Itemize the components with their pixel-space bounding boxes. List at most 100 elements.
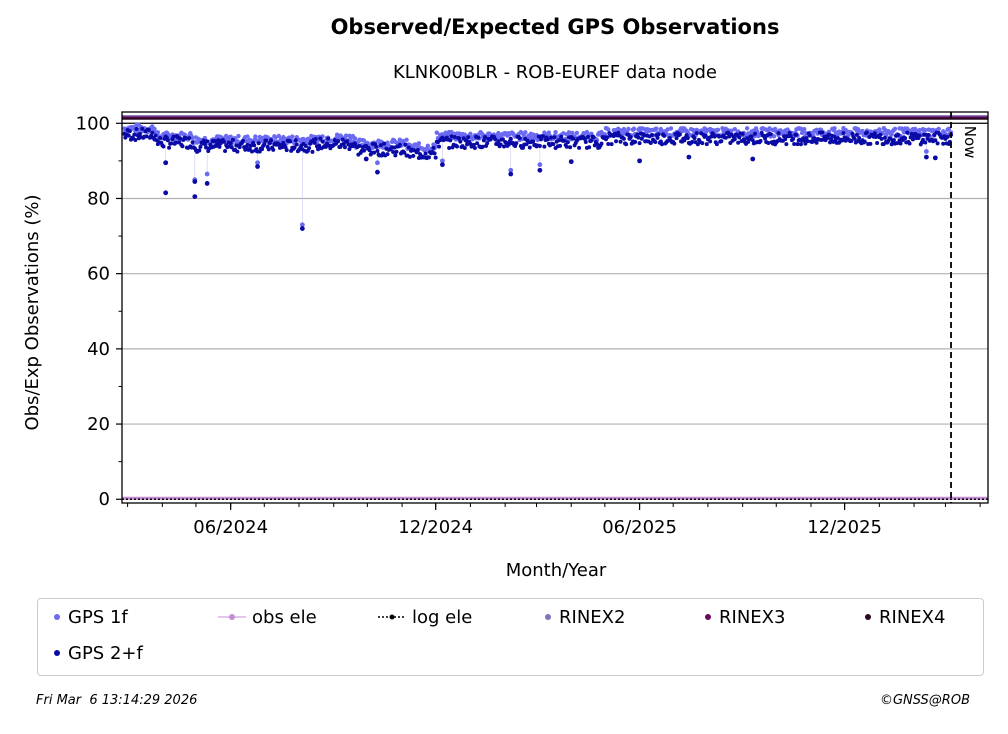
gps1f-point (152, 126, 157, 132)
gps2f-point (482, 135, 487, 140)
gps2f-point (264, 138, 269, 143)
gps2f-point (685, 136, 690, 141)
gps2f-point (674, 136, 679, 141)
gps1f-point (570, 130, 575, 136)
gps2f-point (493, 137, 498, 142)
gps2f-point (447, 146, 452, 151)
gps1f-point (826, 129, 832, 135)
gps2f-point (316, 147, 321, 152)
gps1f-point (253, 134, 258, 139)
chart-subtitle: KLNK00BLR - ROB-EUREF data node (392, 62, 718, 83)
gps2f-point (201, 138, 206, 143)
gps2f-point (508, 136, 513, 141)
gps2f-point (852, 136, 857, 141)
gps2f-point (768, 132, 773, 137)
gps2f-point (868, 141, 873, 146)
gps2f-point (586, 134, 591, 139)
rinex4-marker-icon (865, 614, 871, 620)
gps2f-outlier-point (750, 156, 756, 162)
gps2f-point (406, 145, 411, 150)
gps2f-point (917, 133, 922, 138)
gps2f-point (784, 142, 789, 147)
legend-label-rinex4: RINEX4 (879, 606, 946, 628)
gps2f-point (794, 132, 799, 137)
gps1f-point (665, 127, 670, 132)
gps2f-point (599, 141, 604, 146)
gps2f-point (810, 140, 815, 145)
legend-entry-gps2f[interactable]: GPS 2+f (52, 641, 143, 665)
gps1f-point (487, 131, 492, 136)
gps2f-point (945, 134, 950, 139)
rinex2-marker-icon (545, 614, 551, 620)
gps2f-point (763, 136, 768, 141)
gps2f-point (463, 138, 468, 143)
gps2f-point (498, 142, 503, 147)
gps2f-point (672, 141, 677, 146)
gps2f-point (134, 126, 139, 131)
gps2f-point (140, 126, 145, 131)
gps1f-outlier-point (508, 167, 514, 173)
gps2f-point (835, 136, 840, 141)
gps2f-outlier-point (299, 226, 305, 231)
gps2f-point (336, 139, 341, 144)
gps1f-point (468, 131, 473, 137)
y-tick-label: 100 (76, 113, 110, 134)
gps2f-point (542, 144, 547, 149)
gps2f-point (323, 144, 328, 149)
gps2f-point (656, 132, 661, 137)
gps2f-point (262, 142, 267, 147)
gps2f-point (726, 130, 731, 135)
gps1f-point (771, 133, 777, 139)
gps2f-point (229, 145, 234, 150)
gps2f-point (378, 143, 383, 148)
gps2f-point (605, 135, 610, 140)
gps1f-outlier-point (440, 158, 445, 164)
gps2f-point (849, 138, 854, 143)
gps2f-point (552, 135, 557, 140)
gps2f-point (452, 135, 457, 140)
gps2f-point (190, 140, 195, 145)
gps1f-outlier-point (255, 160, 260, 166)
gps2f-point (342, 145, 347, 150)
gps1f-point (923, 127, 928, 133)
gps2f-point (694, 131, 699, 136)
gps2f-point (926, 132, 931, 137)
gps2f-point (223, 148, 228, 153)
gps2f-point (923, 140, 928, 145)
gps2f-point (910, 137, 915, 142)
gps2f-point (303, 143, 308, 148)
legend-entry-rinex4[interactable]: RINEX4 (863, 605, 945, 629)
gps2f-marker-icon (54, 650, 60, 656)
gps1f-point (631, 126, 637, 131)
gps2f-point (921, 137, 926, 142)
gps2f-point (879, 136, 884, 141)
gps2f-point (228, 141, 233, 146)
gps2f-point (385, 152, 390, 157)
legend-entry-gps1f[interactable]: GPS 1f (52, 605, 128, 629)
x-tick-label: 06/2024 (193, 517, 268, 538)
legend-entry-log-ele[interactable]: log ele (378, 605, 472, 629)
gps2f-point (391, 149, 396, 154)
gps2f-point (935, 141, 940, 146)
gps2f-point (882, 135, 887, 140)
legend-entry-rinex3[interactable]: RINEX3 (703, 605, 785, 629)
gps2f-point (132, 132, 137, 137)
legend-entry-obs-ele[interactable]: obs ele (218, 605, 317, 629)
gps2f-point (795, 142, 800, 147)
gps2f-point (288, 139, 293, 144)
gps2f-point (183, 136, 188, 141)
legend-entry-rinex2[interactable]: RINEX2 (543, 605, 625, 629)
gps2f-point (898, 141, 903, 146)
y-tick-label: 20 (87, 414, 110, 435)
gps2f-point (703, 133, 708, 138)
gps2f-point (798, 142, 803, 147)
gps2f-point (284, 148, 289, 153)
gps2f-point (589, 138, 594, 143)
y-tick-label: 80 (87, 188, 110, 209)
gps1f-point (626, 126, 631, 132)
gps1f-outlier-point (537, 162, 543, 168)
gps1f-point (496, 130, 501, 136)
legend-label-rinex2: RINEX2 (559, 606, 626, 628)
gps2f-point (740, 131, 745, 136)
gps2f-point (198, 144, 203, 149)
